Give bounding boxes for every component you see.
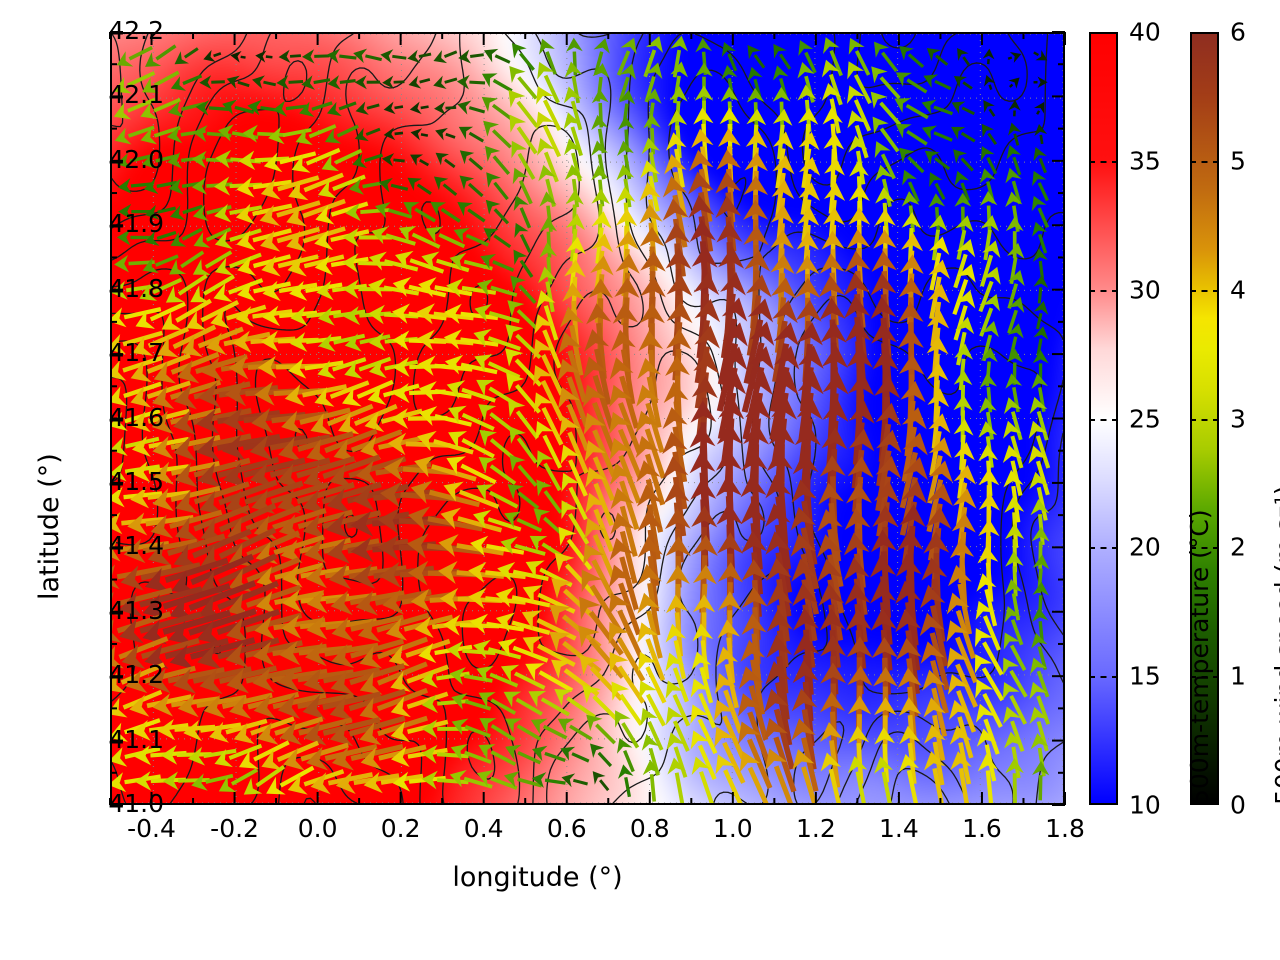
- colorbar-tick-label: 10: [1129, 790, 1161, 820]
- colorbar-tick-label: 5: [1230, 146, 1246, 176]
- colorbar-tick-mark: [1089, 160, 1118, 163]
- x-tick-label: 1.6: [962, 814, 1002, 843]
- x-tick-label: 0.8: [629, 814, 670, 843]
- colorbar-tick-label: 1: [1230, 661, 1246, 691]
- colorbar-tick-label: 30: [1129, 275, 1161, 305]
- colorbar-tick-mark: [1089, 289, 1118, 292]
- x-tick-label: 1.0: [712, 814, 753, 843]
- x-tick-label: 1.4: [879, 814, 919, 843]
- y-tick-value: 41.2: [108, 660, 164, 690]
- colorbar-tick-label: 3: [1230, 404, 1246, 433]
- map-plot-area[interactable]: [110, 32, 1065, 805]
- colorbar-tick-label: 2: [1230, 532, 1246, 562]
- x-axis-title: longitude (°): [452, 862, 623, 893]
- y-tick-value: 41.0: [108, 789, 164, 818]
- colorbar-tick-label: 0: [1230, 790, 1246, 820]
- colorbar-tick-mark: [1089, 547, 1118, 550]
- colorbar-tick-label: 20: [1129, 532, 1161, 562]
- x-tick-label: 0.6: [546, 814, 587, 843]
- colorbar-tick-label: 15: [1129, 661, 1161, 691]
- temperature-colorbar-title: 500m-temperature (°C): [1185, 509, 1214, 805]
- colorbar-tick-mark: [1089, 676, 1118, 679]
- y-tick-value: 41.5: [108, 466, 164, 496]
- y-tick-value: 41.8: [108, 273, 164, 303]
- x-tick-label: 0.0: [297, 814, 338, 843]
- x-tick-label: -0.4: [127, 814, 176, 843]
- x-tick-label: 0.2: [380, 814, 421, 843]
- x-tick-label: -0.2: [210, 814, 259, 843]
- colorbar-tick-mark: [1190, 160, 1219, 163]
- wind-vector-layer: [112, 35, 1051, 803]
- y-tick-value: 41.1: [108, 724, 164, 754]
- colorbar-tick-label: 25: [1129, 404, 1161, 433]
- y-tick-value: 41.7: [108, 338, 164, 368]
- colorbar-tick-mark: [1190, 289, 1219, 292]
- colorbar-tick-mark: [1089, 418, 1118, 421]
- y-tick-value: 41.9: [108, 209, 164, 239]
- x-tick-label: 1.2: [795, 814, 836, 843]
- x-tick-label: 0.4: [463, 814, 504, 843]
- colorbar-tick-label: 6: [1230, 17, 1246, 47]
- x-tick-label: 1.8: [1045, 814, 1085, 843]
- y-tick-value: 41.3: [108, 595, 164, 625]
- y-tick-value: 42.0: [108, 144, 164, 174]
- y-tick-value: 42.2: [108, 16, 164, 45]
- colorbar-tick-mark: [1190, 418, 1219, 421]
- colorbar-tick-mark: [1190, 676, 1219, 679]
- colorbar-tick-label: 35: [1129, 146, 1161, 176]
- colorbar-tick-label: 4: [1230, 275, 1246, 305]
- y-axis-title: latitude (°): [34, 453, 65, 600]
- y-tick-value: 41.6: [108, 402, 164, 432]
- colorbar-tick-label: 40: [1129, 17, 1161, 47]
- colorbar-tick-mark: [1190, 547, 1219, 550]
- wind-speed-colorbar-title: 500m-wind speed (m s⁻¹): [1270, 485, 1280, 805]
- y-tick-value: 41.4: [108, 531, 164, 561]
- y-tick-value: 42.1: [108, 80, 164, 110]
